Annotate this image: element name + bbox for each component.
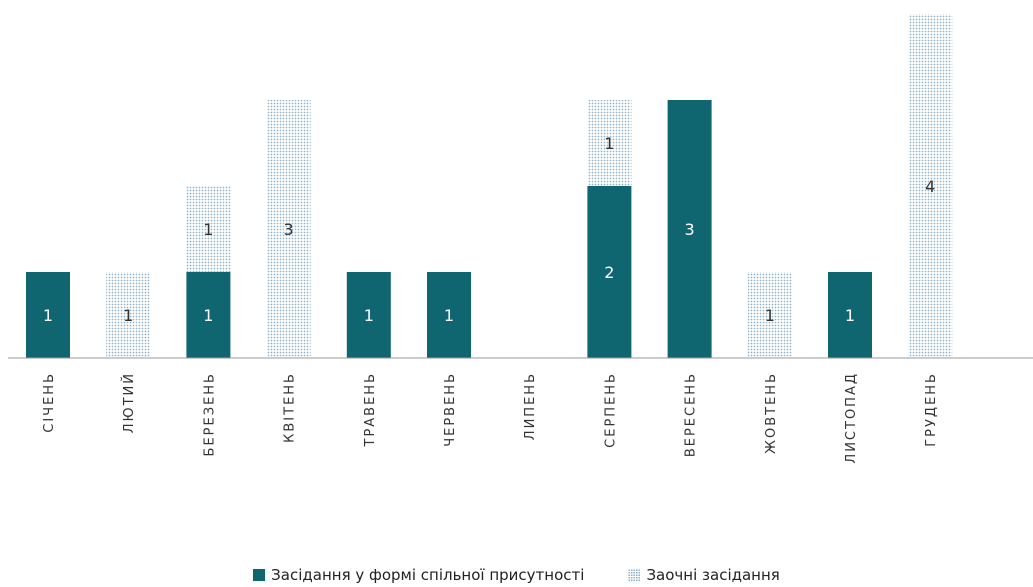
bar-in-person-5 — [346, 272, 391, 358]
legend-label-absentee: Заочні засідання — [646, 566, 780, 584]
x-tick-label-3: БЕРЕЗЕНЬ — [202, 372, 217, 456]
data-label-absentee-3: 1 — [203, 220, 213, 239]
x-tick-labels: СІЧЕНЬ ЛЮТИЙ БЕРЕЗЕНЬ КВІТЕНЬ ТРАВЕНЬ ЧЕРВЕНЬ… — [42, 372, 939, 464]
data-label-in-person-6: 1 — [444, 306, 454, 325]
data-label-absentee-12: 4 — [925, 177, 935, 196]
legend-swatch-solid — [253, 569, 266, 581]
data-label-in-person-3: 1 — [203, 306, 213, 325]
bar-absentee-2 — [106, 272, 151, 358]
bars-group: 1 1 1 1 3 1 1 2 1 3 1 1 4 — [26, 14, 953, 358]
legend-item-absentee: Заочні засідання — [628, 566, 780, 584]
x-tick-label-7: ЛИПЕНЬ — [523, 372, 538, 440]
x-tick-label-12: ГРУДЕНЬ — [924, 372, 939, 447]
data-label-in-person-11: 1 — [845, 306, 855, 325]
bar-absentee-10 — [747, 272, 792, 358]
bar-in-person-1 — [26, 272, 70, 358]
legend-item-in-person: Засідання у формі спільної присутності — [253, 566, 584, 584]
x-tick-label-2: ЛЮТИЙ — [121, 372, 137, 433]
x-tick-label-1: СІЧЕНЬ — [42, 372, 57, 433]
data-label-in-person-1: 1 — [43, 306, 53, 325]
data-label-in-person-8: 2 — [604, 263, 614, 282]
bar-in-person-9 — [667, 100, 712, 358]
data-label-in-person-5: 1 — [364, 306, 374, 325]
bar-absentee-4 — [266, 100, 311, 358]
x-tick-label-9: ВЕРЕСЕНЬ — [684, 372, 699, 457]
x-tick-label-8: СЕРПЕНЬ — [603, 372, 618, 448]
x-tick-label-11: ЛИСТОПАД — [844, 372, 859, 464]
x-tick-label-4: КВІТЕНЬ — [283, 372, 298, 443]
legend-label-in-person: Засідання у формі спільної присутності — [271, 566, 585, 584]
data-label-in-person-9: 3 — [685, 220, 695, 239]
bar-in-person-3 — [186, 272, 231, 358]
bar-absentee-3 — [186, 186, 231, 272]
legend-swatch-dotted — [628, 569, 641, 581]
bar-absentee-12 — [908, 14, 953, 358]
x-tick-label-6: ЧЕРВЕНЬ — [443, 372, 458, 447]
data-label-absentee-10: 1 — [765, 306, 775, 325]
bar-in-person-6 — [427, 272, 471, 358]
data-label-absentee-4: 3 — [284, 220, 294, 239]
x-tick-label-10: ЖОВТЕНЬ — [764, 372, 779, 454]
data-label-absentee-2: 1 — [123, 306, 133, 325]
bar-in-person-8 — [587, 186, 632, 358]
data-label-absentee-8: 1 — [604, 134, 614, 153]
bar-in-person-11 — [828, 272, 872, 358]
bar-absentee-8 — [587, 100, 632, 186]
x-tick-label-5: ТРАВЕНЬ — [363, 372, 378, 448]
legend: Засідання у формі спільної присутності З… — [0, 566, 1033, 584]
